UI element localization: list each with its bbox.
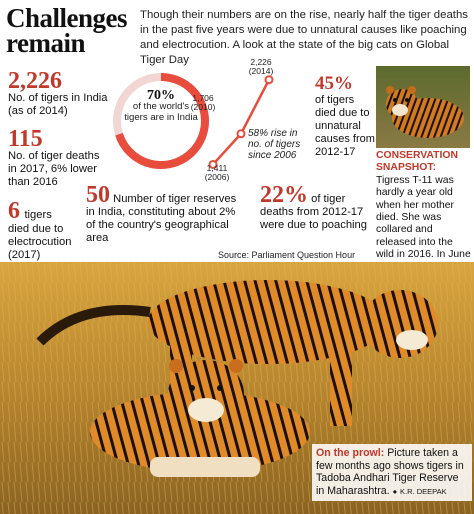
caption-credit: K.R. DEEPAK [400, 486, 447, 496]
stat-electrocution-desc-b: died due to electrocution (2017) [8, 223, 72, 261]
stat-tiger-deaths-value: 115 [8, 126, 43, 152]
tiger-growth-chart: 1,411 (2006) 1,706 (2010) 2,226 (2014) [185, 58, 305, 188]
stat-poaching: 22% of tiger deaths from 2012-17 were du… [260, 182, 378, 232]
donut-value: 70% [147, 88, 175, 103]
title-line-2: remain [6, 28, 86, 58]
data-point-2006 [208, 159, 218, 169]
stat-tiger-deaths-desc: No. of tiger deaths in 2017, 6% lower th… [8, 150, 100, 188]
tigers-main-photo: On the prowl: Picture taken a few months… [0, 262, 474, 514]
page-title: Challenges remain [6, 3, 128, 58]
point-label-2010: 1,706 (2010) [190, 93, 216, 112]
donut-svg [113, 73, 209, 169]
stat-electrocution-desc-a: tigers [24, 209, 52, 221]
stat-unnatural-deaths: 45% of tigers died due to unnatural caus… [315, 74, 377, 159]
stat-tiger-count-desc: No. of tigers in India (as of 2014) [8, 92, 108, 117]
stat-poaching-desc: of tiger deaths from 2012-17 were due to… [260, 193, 367, 231]
conservation-heading: CONSERVATION SNAPSHOT: [376, 150, 458, 174]
stat-tiger-deaths: 115 No. of tiger deaths in 2017, 6% lowe… [8, 126, 108, 189]
line-chart-svg [208, 75, 274, 169]
source-note: Source: Parliament Question Hour [218, 250, 356, 260]
tigress-illustration [376, 66, 470, 148]
stat-poaching-value: 22% [260, 182, 308, 208]
stat-tiger-count-value: 2,226 [8, 68, 62, 94]
stat-tiger-count: 2,226 No. of tigers in India (as of 2014… [8, 68, 108, 118]
stat-unnatural-desc: of tigers died due to unnatural causes f… [315, 94, 375, 158]
stat-tiger-reserves: 50 Number of tiger reserves in India, co… [86, 182, 246, 245]
camera-icon: ● [392, 486, 398, 496]
stat-unnatural-value: 45% [315, 73, 353, 94]
stat-reserves-value: 50 [86, 182, 110, 208]
data-point-2014 [264, 75, 274, 85]
data-point-2010 [236, 129, 246, 139]
donut-text: of the world's tigers are in India [124, 101, 198, 123]
title-line-1: Challenges [6, 3, 128, 33]
intro-text: Though their numbers are on the rise, ne… [140, 9, 468, 66]
caption-text: Picture taken a few months ago shows tig… [316, 447, 464, 497]
point-label-2014: 2,226 (2014) [248, 57, 274, 76]
donut-fill-ring [113, 73, 209, 169]
stat-electrocution-value: 6 [8, 198, 20, 224]
growth-annotation: 58% rise in no. of tigers since 2006 [248, 128, 301, 161]
point-label-2006: 1,411 (2006) [204, 163, 230, 182]
stat-reserves-desc: Number of tiger reserves in India, const… [86, 193, 237, 244]
tigress-inset-photo [376, 66, 470, 148]
stat-electrocution: 6 tigers died due to electrocution (2017… [8, 198, 88, 262]
caption-heading: On the prowl: [316, 447, 385, 459]
photo-caption: On the prowl: Picture taken a few months… [312, 444, 472, 502]
donut-label: 70% of the world's tigers are in India [120, 88, 202, 124]
donut-chart: 70% of the world's tigers are in India [110, 70, 212, 172]
